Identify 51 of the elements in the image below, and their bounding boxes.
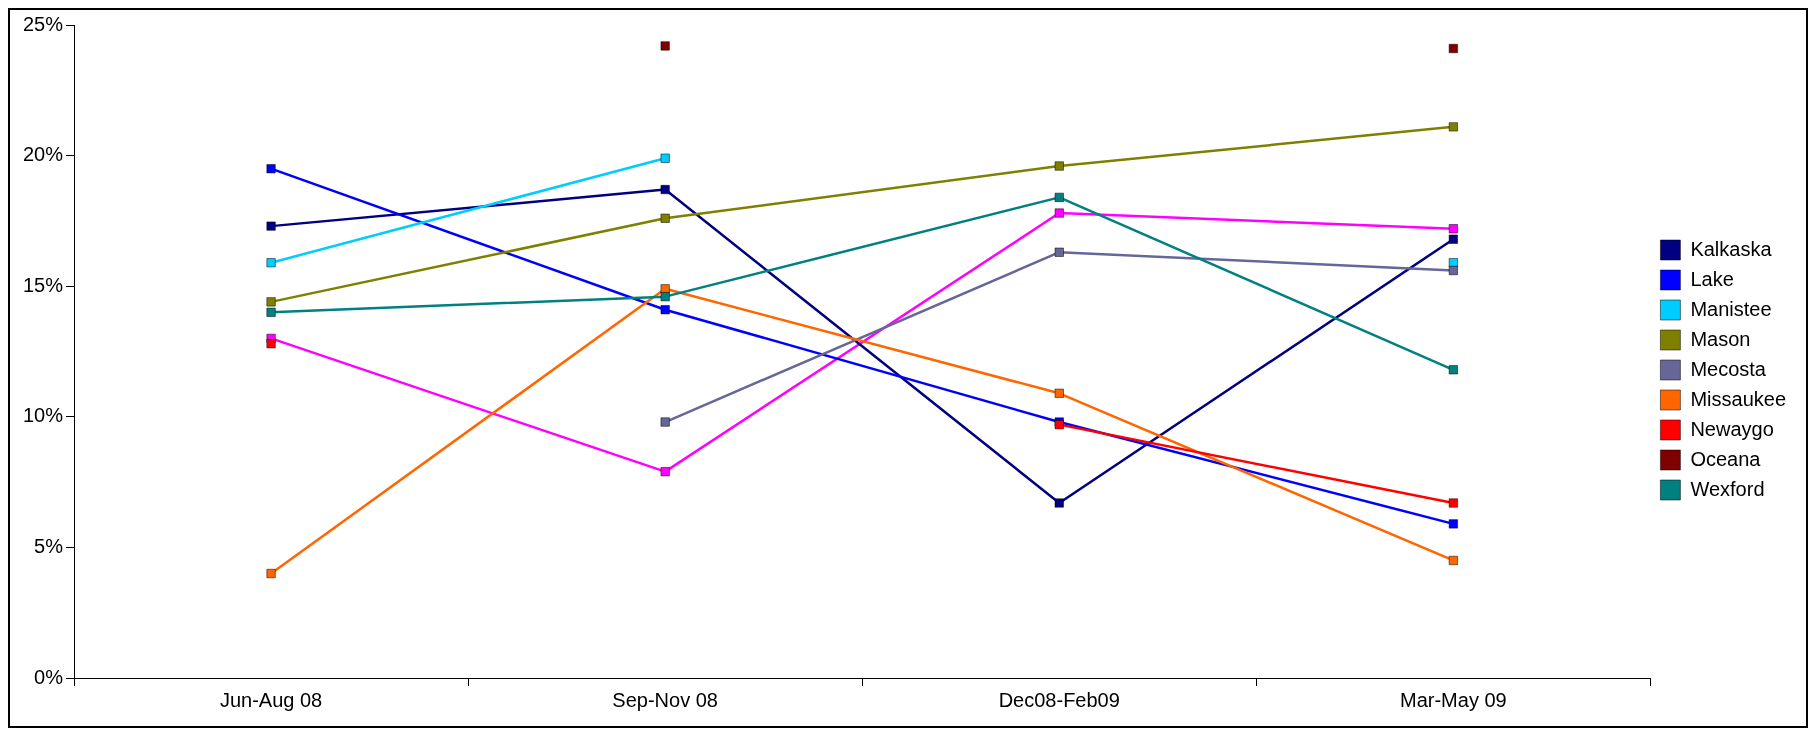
legend-label: Oceana (1690, 447, 1762, 470)
y-tick-label: 10% (23, 404, 64, 427)
point (1448, 234, 1458, 244)
point (266, 569, 276, 579)
legend-label: Mason (1690, 327, 1751, 350)
point (660, 292, 670, 302)
x-tick-label: Dec08-Feb09 (998, 688, 1120, 711)
point (1054, 388, 1064, 398)
y-tick-label: 0% (34, 665, 64, 688)
legend-label: Wexford (1690, 477, 1765, 500)
point (660, 185, 670, 195)
point (1054, 247, 1064, 257)
legend-label: Missaukee (1690, 387, 1787, 410)
point (1448, 122, 1458, 132)
point (1448, 44, 1458, 53)
point (660, 153, 670, 163)
point (1054, 498, 1064, 508)
point (660, 467, 670, 477)
point (1054, 161, 1064, 171)
point (1448, 498, 1458, 508)
y-tick-label: 25% (23, 12, 64, 35)
point (1448, 224, 1458, 234)
point (1054, 192, 1064, 202)
legend-label: Newaygo (1690, 417, 1774, 440)
x-tick-label: Sep-Nov 08 (612, 688, 718, 711)
point (266, 258, 276, 268)
legend-label: Lake (1690, 267, 1734, 290)
y-tick-label: 20% (23, 143, 64, 166)
point (1054, 208, 1064, 218)
legend-label: Mecosta (1690, 357, 1767, 380)
point (1448, 365, 1458, 375)
point (266, 339, 276, 349)
y-tick-label: 15% (23, 273, 64, 296)
legend-label: Manistee (1690, 297, 1772, 320)
point (1448, 258, 1458, 268)
point (660, 41, 670, 51)
point (660, 305, 670, 315)
point (266, 297, 276, 307)
x-tick-label: Mar-May 09 (1400, 688, 1507, 711)
point (1448, 555, 1458, 565)
point (1448, 266, 1458, 276)
point (660, 213, 670, 223)
y-tick-label: 5% (34, 534, 64, 557)
point (660, 417, 670, 427)
legend-label: Kalkaska (1690, 237, 1773, 260)
x-tick-label: Jun-Aug 08 (219, 688, 323, 711)
point (266, 164, 276, 174)
point (266, 221, 276, 231)
point (660, 284, 670, 294)
point (266, 307, 276, 317)
point (1448, 519, 1458, 529)
